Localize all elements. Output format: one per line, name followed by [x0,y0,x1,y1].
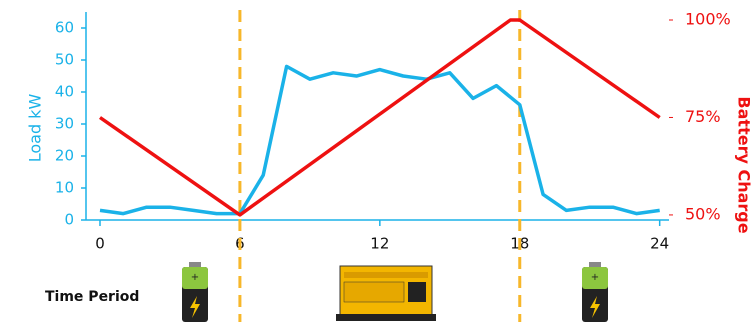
y-tick-label: 20 [55,147,74,165]
y-tick-label: 40 [55,83,74,101]
x-tick-label: 24 [650,235,669,253]
x-axis-label: Time Period [45,289,139,305]
svg-text:+: + [591,272,599,283]
y2-axis-label: Battery Charge [735,96,754,233]
y-tick-label: 50 [55,51,74,69]
svg-text:+: + [191,272,199,283]
y-tick-label: 0 [64,211,74,229]
y-axis-label: Load kW [26,94,45,163]
y2-tick-label: 100% [685,10,731,29]
x-tick-label: 12 [370,235,389,253]
x-tick-label: 0 [95,235,105,253]
battery-icon: + [182,262,208,322]
y-tick-label: 10 [55,179,74,197]
series-line [99,64,660,216]
y-tick-label: 60 [55,19,74,37]
y2-tick-label: 50% [685,204,721,223]
y-tick-label: 30 [55,115,74,133]
series-line [99,18,661,217]
battery-icon: + [582,262,608,322]
y2-tick-label: 75% [685,107,721,126]
generator-icon [336,265,436,321]
